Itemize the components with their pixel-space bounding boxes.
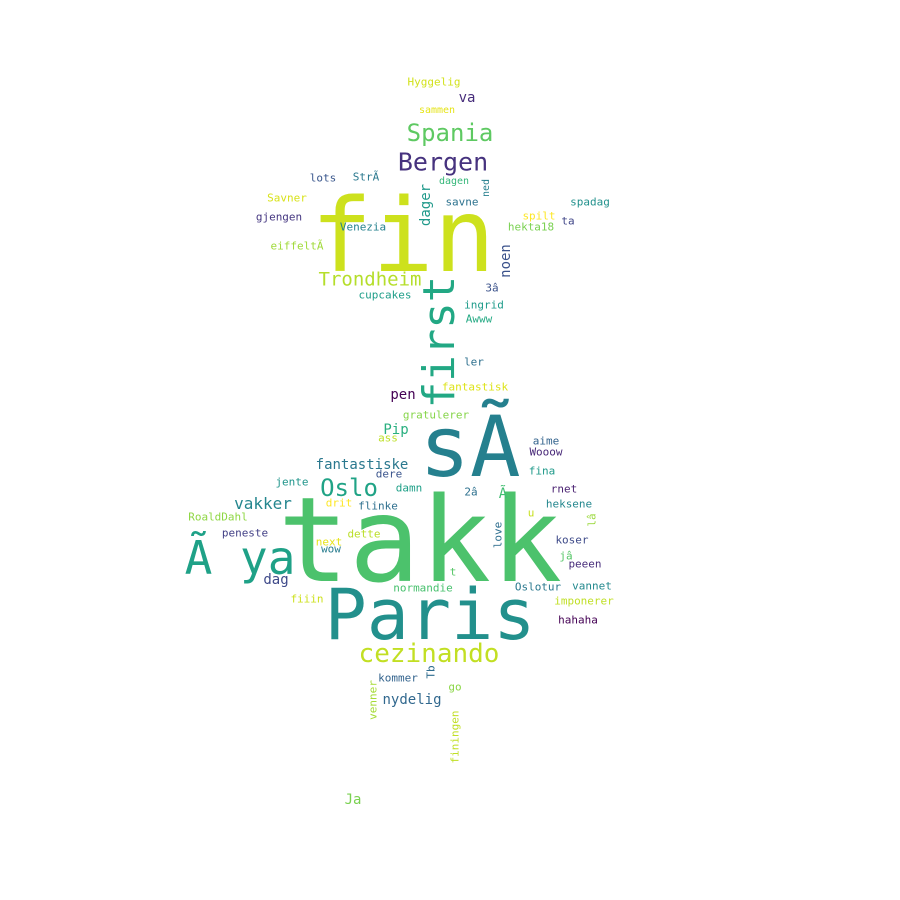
word-ja: Ja <box>344 792 362 808</box>
word-wooow: Wooow <box>529 445 563 459</box>
word-drit: drit <box>325 496 353 510</box>
word-hekta18: hekta18 <box>507 220 555 234</box>
word-oslo: Oslo <box>320 474 378 502</box>
word-kommer: kommer <box>378 671 418 685</box>
word-3a: 3â <box>485 281 499 295</box>
word-peneste: peneste <box>221 526 269 540</box>
word-trondheim: Trondheim <box>318 268 422 291</box>
word-vakker: vakker <box>234 494 292 513</box>
word-peeen: peeen <box>568 557 602 571</box>
word-savner: Savner <box>267 191 307 205</box>
word-paris: Paris <box>324 574 536 656</box>
word-u: u <box>527 506 535 520</box>
word-cezinando: cezinando <box>358 639 500 669</box>
word-dagen: dagen <box>438 176 470 187</box>
word-cupcakes: cupcakes <box>358 288 412 302</box>
word-venner: venner <box>366 680 380 720</box>
word-ass: ass <box>378 431 398 445</box>
word-takk: takk <box>277 471 563 609</box>
word-spadag: spadag <box>570 195 610 209</box>
word-dette: dette <box>347 527 381 541</box>
word-eiffelta: eiffeltÃ <box>270 239 324 253</box>
word-hyggelig: Hyggelig <box>407 75 461 89</box>
word-ingrid: ingrid <box>464 298 504 312</box>
word-sammen: sammen <box>418 105 456 116</box>
word-bergen: Bergen <box>397 147 489 177</box>
word-venezia: Venezia <box>339 220 387 234</box>
word-fantastiske: fantastiske <box>315 457 409 473</box>
word-pip: Pip <box>383 422 409 438</box>
word-oslotur: Oslotur <box>514 580 562 594</box>
word-vannet: vannet <box>572 579 612 593</box>
word-a: Ã <box>498 486 508 502</box>
word-love: love <box>491 521 505 549</box>
word-next: next <box>315 535 343 549</box>
word-heksene: heksene <box>545 497 593 511</box>
word-fina: fina <box>528 464 556 478</box>
word-imponerer: imponerer <box>554 594 614 608</box>
word-fiiin: fiiin <box>290 592 324 606</box>
word-lots: lots <box>309 171 337 185</box>
word-fin: fin <box>310 177 496 296</box>
word-noen: noen <box>498 244 514 278</box>
word-koser: koser <box>555 533 589 547</box>
word-t: t <box>449 565 457 579</box>
word-ler: ler <box>464 355 484 369</box>
word-roalddahl: RoaldDahl <box>188 510 248 524</box>
word-gjengen: gjengen <box>255 210 303 224</box>
word-flinke: flinke <box>358 499 398 513</box>
word-dere: dere <box>375 467 403 481</box>
word-spania: Spania <box>406 119 494 147</box>
word-ja-small: jâ <box>559 549 573 563</box>
word-damn: damn <box>395 481 423 495</box>
word-rnet: rnet <box>550 482 578 496</box>
word-sa: sÃ <box>419 398 521 496</box>
word-dager: dager <box>418 183 434 227</box>
word-dag: dag <box>263 572 289 588</box>
word-spilt: spilt <box>522 209 556 223</box>
word-hahaha: hahaha <box>558 613 598 627</box>
word-savne: savne <box>445 195 479 209</box>
word-finingen: finingen <box>448 710 462 764</box>
word-aime: aime <box>532 434 560 448</box>
word-gratulerer: gratulerer <box>402 408 470 422</box>
word-a-ya: Ã ya <box>184 531 296 585</box>
word-la: lâ <box>585 513 599 527</box>
word-nydelig: nydelig <box>382 692 442 708</box>
word-fantastisk: fantastisk <box>441 380 509 394</box>
word-jente: jente <box>275 475 309 489</box>
word-wow: wow <box>321 542 341 556</box>
word-ned: ned <box>481 178 492 198</box>
word-ta: ta <box>561 214 575 228</box>
word-va: va <box>458 90 476 106</box>
word-pen: pen <box>390 387 416 403</box>
word-normandie: normandie <box>393 581 453 595</box>
word-awww: Awww <box>465 312 493 326</box>
word-stra: StrÃ <box>352 170 380 184</box>
word-go: go <box>448 680 462 694</box>
word-2a: 2â <box>464 485 478 499</box>
word-tb: Tb <box>424 665 438 679</box>
